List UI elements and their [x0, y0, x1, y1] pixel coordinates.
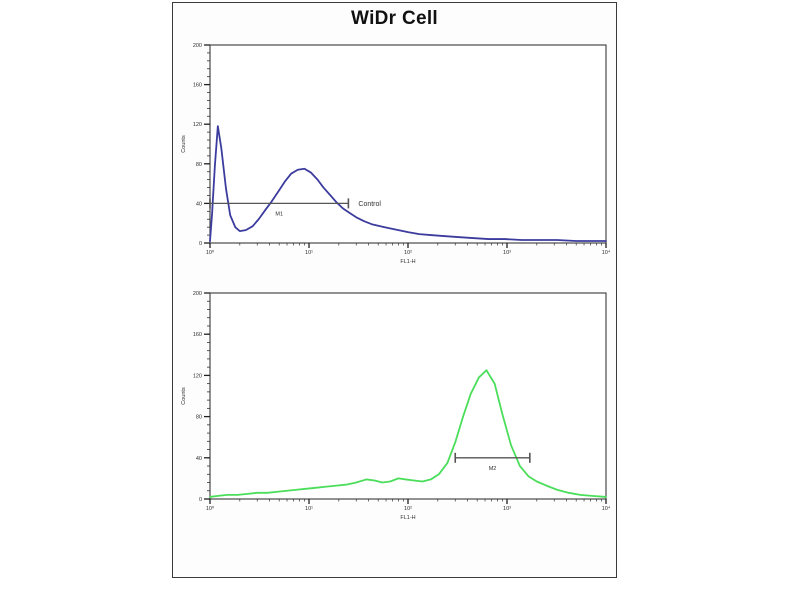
gate-marker[interactable]: M1 Control — [209, 198, 381, 217]
x-axis-label: FL1-H — [400, 515, 415, 521]
x-tick-label: 10² — [404, 506, 412, 512]
y-tick-label: 80 — [196, 415, 202, 421]
histogram-plot-top: 200 160 120 80 40 0 Counts 10⁰ 10¹ 10² 10³ 10⁴ FL1-H… — [181, 43, 611, 265]
x-axis-label: FL1-H — [400, 259, 415, 265]
y-axis-label: Counts — [181, 387, 187, 405]
histogram-plot-bottom: 200 160 120 80 40 0 Counts 10⁰ 10¹ 10² 10³ 10⁴ FL1-H… — [181, 291, 611, 521]
y-tick-label: 80 — [196, 162, 202, 168]
y-tick-label: 160 — [193, 332, 202, 338]
histogram-trace — [209, 125, 607, 242]
y-tick-label: 40 — [196, 201, 202, 207]
y-tick-label: 120 — [193, 122, 202, 128]
x-tick-label: 10⁰ — [206, 249, 215, 256]
y-tick-label: 0 — [199, 241, 202, 247]
y-tick-label: 0 — [199, 497, 202, 503]
x-tick-label: 10¹ — [305, 250, 313, 256]
gate-marker[interactable]: M2 — [454, 452, 531, 472]
gate-marker-label: M1 — [275, 211, 283, 217]
y-axis-label: Counts — [181, 135, 187, 153]
histogram-trace — [209, 369, 607, 498]
x-tick-label: 10³ — [503, 506, 511, 512]
x-tick-label: 10² — [404, 250, 412, 256]
histogram-panel-top: 200 160 120 80 40 0 Counts 10⁰ 10¹ 10² 10³ 10⁴ FL1-H… — [175, 34, 615, 274]
x-tick-label: 10³ — [503, 250, 511, 256]
y-tick-label: 40 — [196, 456, 202, 462]
y-tick-label: 160 — [193, 83, 202, 89]
y-tick-label: 200 — [193, 43, 202, 49]
gate-legend-label: Control — [358, 201, 381, 208]
x-tick-label: 10⁰ — [206, 505, 215, 512]
histogram-panel-bottom: 200 160 120 80 40 0 Counts 10⁰ 10¹ 10² 10³ 10⁴ FL1-H… — [175, 282, 615, 532]
x-tick-label: 10⁴ — [602, 249, 611, 256]
x-tick-label: 10⁴ — [602, 505, 611, 512]
figure-title: WiDr Cell — [351, 8, 438, 29]
y-tick-label: 120 — [193, 373, 202, 379]
x-tick-label: 10¹ — [305, 506, 313, 512]
gate-marker-label: M2 — [489, 466, 497, 472]
y-tick-label: 200 — [193, 291, 202, 297]
